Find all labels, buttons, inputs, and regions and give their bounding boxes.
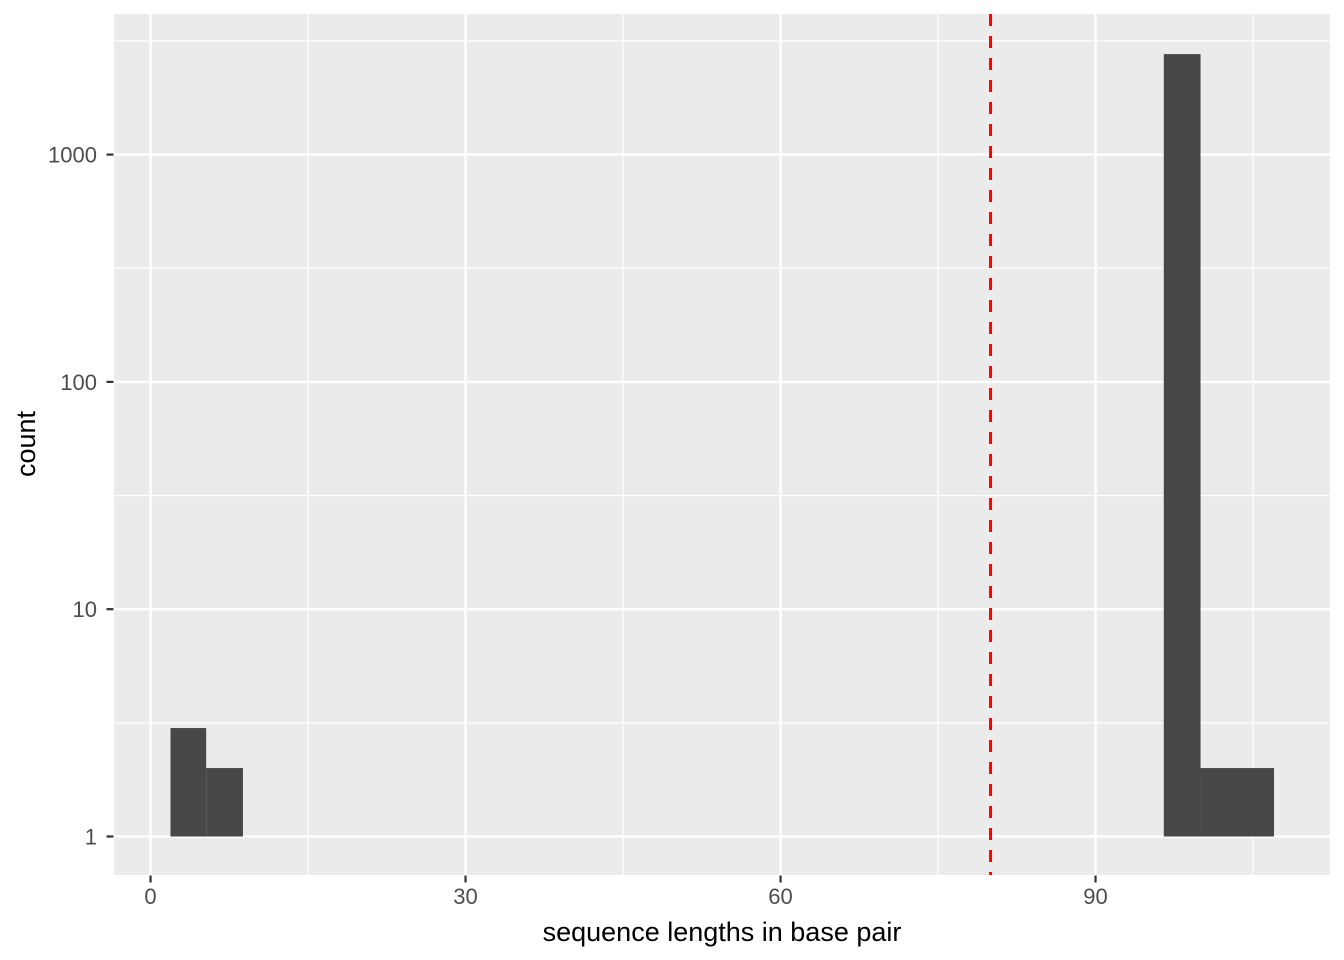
histogram-bar bbox=[170, 728, 207, 837]
y-tick-label: 10 bbox=[73, 597, 97, 622]
x-tick-label: 60 bbox=[768, 884, 792, 909]
y-axis-title: count bbox=[11, 410, 41, 478]
histogram-bar bbox=[206, 768, 243, 837]
x-axis-title: sequence lengths in base pair bbox=[542, 917, 902, 947]
histogram-bar bbox=[1163, 54, 1201, 837]
y-tick-label: 100 bbox=[60, 370, 97, 395]
x-tick-label: 0 bbox=[144, 884, 156, 909]
histogram-bar bbox=[1200, 768, 1275, 837]
y-tick-label: 1 bbox=[85, 824, 97, 849]
y-tick-label: 1000 bbox=[48, 143, 97, 168]
plot-panel bbox=[114, 14, 1330, 875]
x-tick-label: 30 bbox=[453, 884, 477, 909]
x-tick-label: 90 bbox=[1083, 884, 1107, 909]
